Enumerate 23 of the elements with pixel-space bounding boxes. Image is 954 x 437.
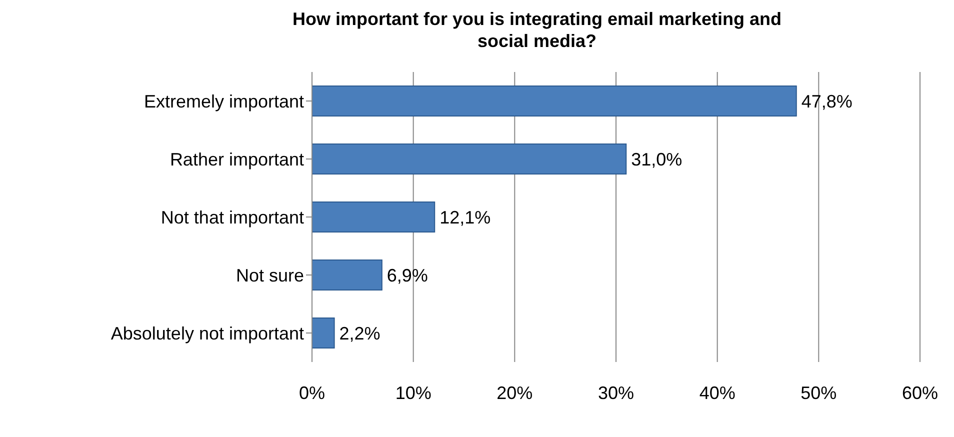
x-tick-label: 60% [902, 382, 938, 403]
data-label: 2,2% [339, 323, 380, 344]
bar [312, 202, 436, 232]
y-tick-label: Not that important [160, 207, 304, 228]
y-tick-label: Extremely important [144, 91, 304, 112]
x-tick-label: 10% [395, 382, 432, 403]
chart-title: How important for you is integrating email marketing and social media? [291, 8, 783, 52]
data-label: 6,9% [386, 265, 428, 286]
data-label: 31,0% [631, 149, 682, 170]
bar [312, 318, 335, 348]
y-tick-label: Not sure [236, 265, 304, 286]
y-tick-label: Rather important [170, 149, 304, 170]
x-tick-label: 0% [298, 382, 326, 403]
bar [312, 260, 382, 290]
data-label: 47,8% [801, 91, 852, 112]
y-tick-label: Absolutely not important [110, 323, 304, 344]
x-tick-label: 30% [598, 382, 634, 403]
data-label: 12,1% [440, 207, 491, 228]
x-tick-label: 20% [496, 382, 533, 403]
x-tick-label: 50% [800, 382, 837, 403]
x-tick-label: 40% [699, 382, 736, 403]
bar [312, 144, 627, 174]
bar [312, 86, 797, 116]
